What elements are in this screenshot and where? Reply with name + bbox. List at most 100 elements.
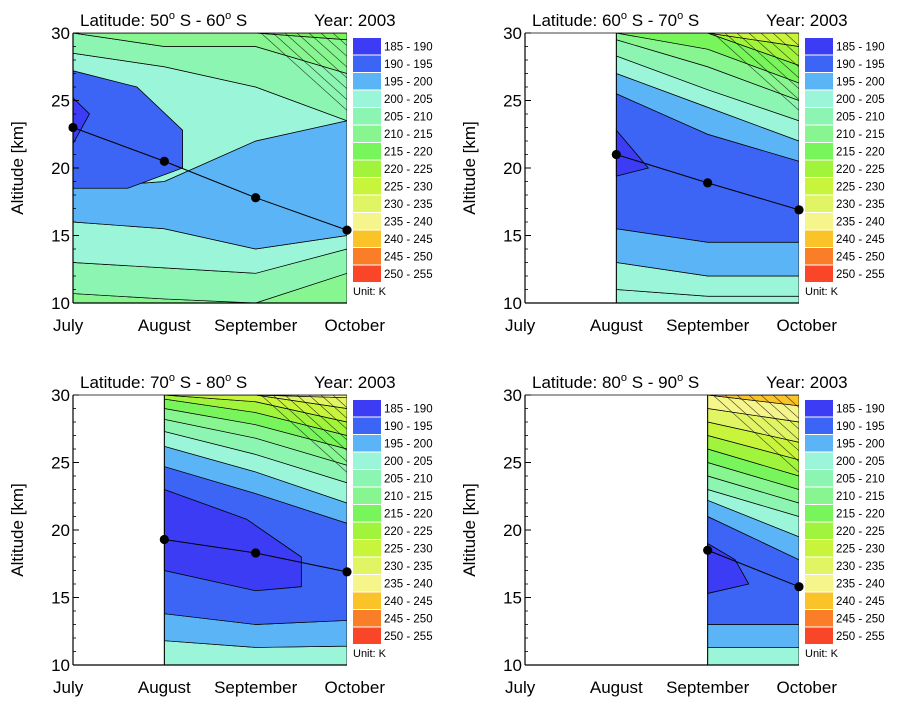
title-part: Latitude: 50 — [80, 11, 169, 30]
legend-swatch — [353, 470, 381, 487]
y-tick-label: 30 — [51, 24, 70, 43]
isoline — [724, 395, 799, 462]
chart-panel-2: 10 15 20 25 30 July August September October Alti… — [460, 10, 885, 335]
legend-label: 220 - 225 — [384, 526, 433, 538]
legend-swatch — [353, 90, 381, 107]
x-tick-label: July — [505, 316, 536, 335]
isoline — [784, 395, 799, 408]
legend-swatch — [805, 213, 833, 230]
contour-band — [73, 33, 347, 41]
legend-swatch — [805, 557, 833, 574]
profile-point — [703, 178, 713, 188]
y-tick-label: 20 — [51, 159, 70, 178]
x-tick-label: July — [53, 316, 84, 335]
isoline — [320, 33, 347, 57]
isoline — [332, 395, 347, 408]
legend-label: 245 - 250 — [836, 614, 885, 626]
legend-label: 225 - 230 — [384, 544, 433, 556]
legend-swatch — [805, 435, 833, 452]
chart-panel-3: 10 15 20 25 30 July August September October Alti… — [8, 372, 433, 697]
legend-label: 190 - 195 — [836, 421, 885, 433]
legend-label: 220 - 225 — [836, 526, 885, 538]
isoline — [784, 33, 799, 46]
legend-swatch — [353, 400, 381, 417]
chart-year-label: Year: 2003 — [766, 373, 848, 392]
title-part: S - 80 — [175, 373, 225, 392]
legend-label: 225 - 230 — [836, 182, 885, 194]
legend-label: 250 - 255 — [836, 631, 885, 643]
isoline — [772, 33, 799, 57]
plot-area — [707, 395, 799, 665]
isoline — [260, 33, 347, 111]
profile-line — [72, 127, 348, 231]
legend-label: 195 - 200 — [836, 77, 885, 89]
isoline — [308, 33, 347, 68]
y-tick-label: 30 — [503, 24, 522, 43]
legend-label: 240 - 245 — [384, 234, 433, 246]
chart-title: Latitude: 50o S - 60o S — [80, 10, 247, 30]
title-part: Latitude: 80 — [532, 373, 621, 392]
isoline — [296, 33, 347, 79]
chart-title: Latitude: 70o S - 80o S — [80, 372, 247, 392]
x-tick-label: July — [505, 678, 536, 697]
y-tick-label: 30 — [51, 386, 70, 405]
legend-label: 185 - 190 — [384, 42, 433, 54]
y-axis-label: Altitude [km] — [460, 483, 479, 577]
y-tick-label: 20 — [503, 159, 522, 178]
isoline — [272, 395, 347, 462]
contour-band — [164, 395, 347, 409]
title-degree-mark: o — [225, 10, 231, 22]
isoline — [296, 395, 347, 441]
legend-swatch — [353, 195, 381, 212]
chart-year-label: Year: 2003 — [314, 11, 396, 30]
legend-swatch — [353, 178, 381, 195]
x-tick-label: August — [138, 678, 191, 697]
legend-label: 210 - 215 — [384, 491, 433, 503]
title-part: S - 60 — [175, 11, 225, 30]
legend-swatch — [353, 487, 381, 504]
legend-label: 245 - 250 — [836, 252, 885, 264]
x-tick-label: August — [138, 316, 191, 335]
legend-swatch — [353, 160, 381, 177]
y-tick-label: 10 — [51, 656, 70, 675]
contour-band — [164, 395, 347, 399]
profile-point — [794, 205, 804, 215]
contour-region — [73, 97, 90, 145]
legend-unit-label: Unit: K — [353, 648, 387, 660]
legend-unit-label: Unit: K — [353, 286, 387, 298]
legend-label: 240 - 245 — [836, 234, 885, 246]
y-tick-label: 20 — [51, 521, 70, 540]
y-tick-label: 30 — [503, 386, 522, 405]
legend-label: 195 - 200 — [384, 77, 433, 89]
x-tick-label: July — [53, 678, 84, 697]
isoline — [332, 33, 347, 46]
legend-swatch — [353, 38, 381, 55]
legend: 185 - 190 190 - 195 195 - 200 200 - 205 205 … — [353, 38, 433, 298]
contour-band — [73, 33, 347, 74]
legend-swatch — [353, 575, 381, 592]
legend-swatch — [805, 522, 833, 539]
profile-point — [251, 193, 261, 203]
legend-swatch — [805, 230, 833, 247]
legend-label: 195 - 200 — [836, 439, 885, 451]
legend-swatch — [805, 90, 833, 107]
x-tick-label: September — [214, 678, 297, 697]
isoline — [320, 395, 347, 419]
contour-band — [707, 624, 799, 648]
legend-swatch — [805, 143, 833, 160]
legend-swatch — [805, 178, 833, 195]
legend-label: 205 - 210 — [384, 112, 433, 124]
legend-swatch — [353, 435, 381, 452]
legend-swatch — [353, 73, 381, 90]
legend-label: 240 - 245 — [836, 596, 885, 608]
legend-label: 210 - 215 — [384, 129, 433, 141]
y-axis-label: Altitude [km] — [8, 121, 27, 215]
legend-label: 185 - 190 — [384, 404, 433, 416]
contour-region — [73, 70, 184, 189]
x-tick-label: September — [666, 678, 749, 697]
legend-swatch — [805, 417, 833, 434]
plot-area — [73, 33, 347, 303]
isoline — [284, 33, 347, 90]
y-tick-label: 25 — [503, 454, 522, 473]
x-tick-label: October — [777, 316, 838, 335]
